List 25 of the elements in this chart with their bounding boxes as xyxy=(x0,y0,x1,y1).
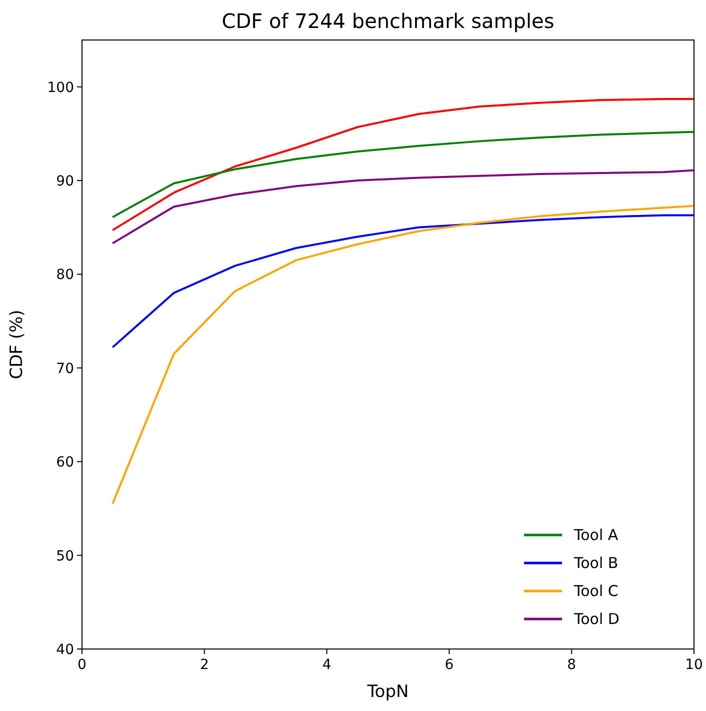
y-tick-label: 100 xyxy=(47,80,74,96)
chart-title: CDF of 7244 benchmark samples xyxy=(222,9,554,33)
y-tick-label: 90 xyxy=(56,174,74,190)
x-tick-label: 6 xyxy=(444,657,454,673)
y-tick-label: 60 xyxy=(56,454,74,471)
line-series xyxy=(112,130,695,218)
legend-label: Tool D xyxy=(573,610,620,628)
legend-label: Tool B xyxy=(573,554,618,572)
y-tick-label: 80 xyxy=(56,267,74,284)
line-series xyxy=(112,169,695,244)
legend-label: Tool A xyxy=(573,526,619,544)
y-axis-title: CDF (%) xyxy=(7,310,27,380)
x-tick-label: 10 xyxy=(685,657,703,673)
x-tick-label: 4 xyxy=(322,657,332,673)
x-tick-label: 2 xyxy=(200,657,209,673)
y-tick-label: 50 xyxy=(56,548,74,564)
line-series xyxy=(112,214,695,348)
y-tick-label: 40 xyxy=(56,642,74,658)
x-axis-title: TopN xyxy=(366,682,409,702)
legend-label: Tool C xyxy=(573,582,618,600)
y-tick-label: 70 xyxy=(56,360,74,377)
line-series xyxy=(112,98,695,232)
line-series xyxy=(112,204,695,505)
x-tick-label: 0 xyxy=(78,657,86,673)
x-tick-label: 8 xyxy=(567,657,576,673)
